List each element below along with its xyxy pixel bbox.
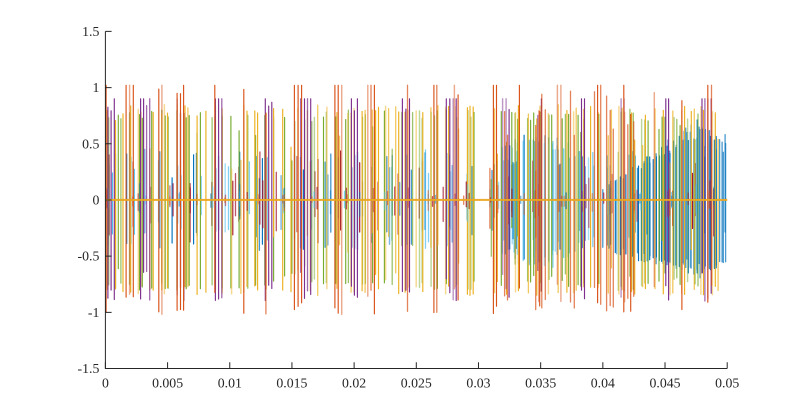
svg-text:0: 0 [102, 376, 109, 391]
svg-text:0.045: 0.045 [649, 376, 680, 391]
svg-text:-1: -1 [88, 305, 100, 320]
svg-text:0.005: 0.005 [152, 376, 183, 391]
svg-text:0.5: 0.5 [82, 136, 99, 151]
svg-text:0.015: 0.015 [276, 376, 307, 391]
svg-text:0.05: 0.05 [715, 376, 739, 391]
svg-text:1.5: 1.5 [82, 24, 99, 39]
svg-text:-0.5: -0.5 [78, 249, 100, 264]
svg-text:0.03: 0.03 [466, 376, 490, 391]
svg-text:-1.5: -1.5 [78, 361, 100, 376]
svg-text:0: 0 [92, 193, 99, 208]
svg-text:0.02: 0.02 [342, 376, 366, 391]
svg-text:0.01: 0.01 [218, 376, 242, 391]
svg-text:0.035: 0.035 [525, 376, 556, 391]
svg-text:0.025: 0.025 [401, 376, 432, 391]
svg-text:0.04: 0.04 [591, 376, 615, 391]
svg-text:1: 1 [92, 80, 99, 95]
